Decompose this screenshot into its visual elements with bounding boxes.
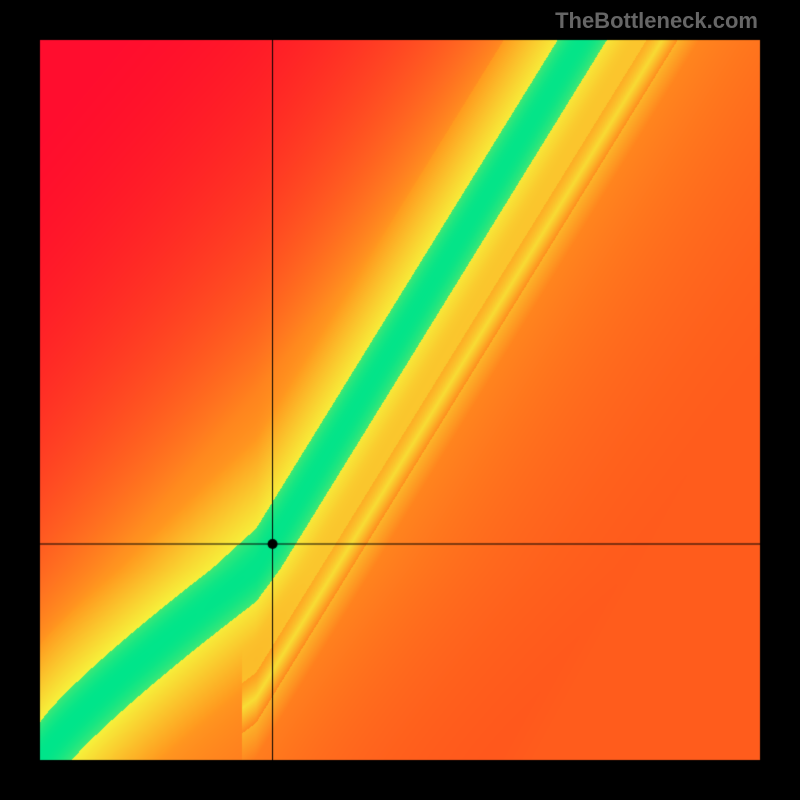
watermark-text: TheBottleneck.com: [555, 8, 758, 34]
bottleneck-heatmap: [0, 0, 800, 800]
chart-container: TheBottleneck.com: [0, 0, 800, 800]
